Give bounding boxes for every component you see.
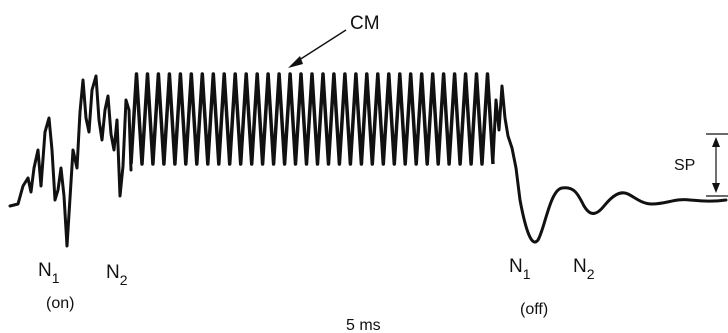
onset-tag: (on) [46,295,74,312]
offset-n2-label: N2 [573,256,595,282]
cm-arrow-line [295,29,347,63]
onset-n2-label: N2 [106,262,128,288]
sp-arrowhead-down [712,183,720,193]
cm-label: CM [350,13,380,34]
waveform-onset [8,74,133,248]
waveform-cm-oscillation [129,72,495,166]
offset-n1-label: N1 [509,256,531,282]
timescale-label: 5 ms [346,317,381,333]
onset-n1-label: N1 [38,260,60,286]
waveform-offset [491,84,728,244]
sp-label: SP [674,157,695,174]
cm-arrowhead [288,56,303,68]
offset-tag: (off) [520,301,548,318]
sp-arrowhead-up [712,137,720,147]
